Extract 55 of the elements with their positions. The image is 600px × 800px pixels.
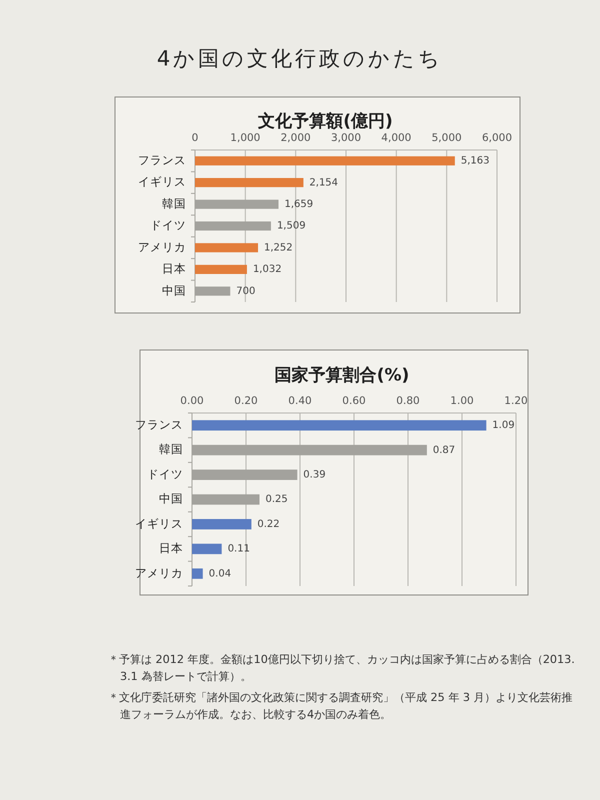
data-label: 0.87 [432, 444, 456, 456]
data-label: 1,659 [284, 199, 314, 210]
x-tick-label: 1.20 [504, 394, 528, 407]
bar [195, 156, 455, 166]
data-label: 0.25 [266, 494, 288, 506]
y-tick-label: フランス [138, 153, 186, 168]
data-label: 700 [236, 286, 256, 297]
data-label: 1.09 [492, 420, 515, 432]
y-tick-label: 韓国 [162, 196, 186, 210]
y-tick-label: 日本 [162, 262, 186, 276]
x-tick-label: 6,000 [482, 132, 512, 144]
x-tick-label: 1,000 [230, 132, 260, 144]
data-label: 1,252 [264, 242, 293, 254]
x-tick-label: 0.60 [342, 394, 366, 407]
y-tick-label: ドイツ [147, 466, 183, 481]
data-label: 5,163 [460, 156, 490, 167]
data-label: 1,509 [276, 220, 306, 232]
text: ＊文化庁委託研究「諸外国の文化政策に関する調査研究」（平成 25 年 3 月）より文化芸術推進フォーラムが作成。なお、比較する4か国のみ着色。 [108, 691, 573, 722]
x-tick-label: 2,000 [280, 132, 311, 144]
bar [195, 264, 247, 274]
data-label: 0.04 [208, 568, 232, 580]
y-tick-label: アメリカ [135, 566, 183, 580]
bar [192, 544, 222, 554]
y-tick-label: 韓国 [159, 442, 183, 456]
y-tick-label: 中国 [159, 492, 183, 506]
bar [195, 178, 304, 188]
data-label: 0.39 [303, 470, 326, 481]
bar [192, 420, 486, 431]
x-tick-label: 3,000 [330, 132, 362, 144]
x-tick-label: 5,000 [432, 132, 462, 144]
data-label: 2,154 [309, 177, 338, 188]
text: ＊予算は 2012 年度。金額は10億円以下切り捨て、カッコ内は国家予算に占める割合（2013.3.1 為替レートで計算）。 [108, 653, 575, 684]
data-label: 0.22 [257, 518, 280, 530]
bar [192, 519, 252, 530]
y-tick-label: アメリカ [138, 240, 186, 254]
y-tick-label: イギリス [138, 174, 186, 189]
y-tick-label: 日本 [159, 541, 183, 556]
x-tick-label: 0 [192, 132, 198, 144]
y-tick-label: 中国 [162, 283, 186, 298]
x-tick-label: 0.80 [396, 394, 420, 407]
y-tick-label: ドイツ [150, 218, 186, 232]
y-tick-label: フランス [135, 418, 183, 432]
bar [192, 568, 203, 579]
x-tick-label: 0.00 [180, 394, 204, 407]
data-label: 0.11 [228, 544, 250, 555]
x-tick-label: 1.00 [450, 394, 474, 407]
chart-title: 文化予算額(億円) [257, 112, 393, 132]
x-tick-label: 4,000 [381, 132, 412, 144]
data-label: 1,032 [252, 264, 282, 276]
bar [195, 243, 258, 252]
chart-title: 国家予算割合(%) [274, 366, 410, 386]
y-tick-label: イギリス [135, 516, 183, 530]
text: 4か国の文化行政のかたち [156, 46, 444, 71]
x-tick-label: 0.20 [234, 394, 258, 407]
x-tick-label: 0.40 [288, 394, 312, 407]
